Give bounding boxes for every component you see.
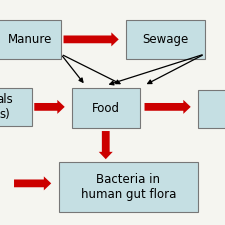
FancyBboxPatch shape — [0, 20, 61, 58]
FancyBboxPatch shape — [72, 88, 140, 128]
FancyBboxPatch shape — [126, 20, 205, 58]
Text: als
s): als s) — [0, 93, 13, 121]
FancyBboxPatch shape — [58, 162, 198, 212]
FancyBboxPatch shape — [0, 88, 32, 126]
FancyBboxPatch shape — [198, 90, 225, 128]
Text: Manure: Manure — [8, 33, 53, 46]
Text: Sewage: Sewage — [142, 33, 189, 46]
Text: Bacteria in
human gut flora: Bacteria in human gut flora — [81, 173, 176, 201]
Text: Food: Food — [92, 101, 120, 115]
